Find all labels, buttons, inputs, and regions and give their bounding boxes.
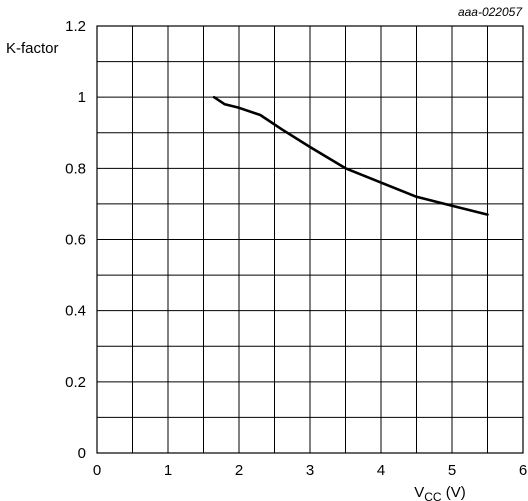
x-tick-label: 4 — [377, 462, 385, 479]
y-tick-label: 0 — [78, 445, 86, 462]
y-tick-label: 0.4 — [65, 303, 86, 320]
plot-frame — [96, 25, 524, 454]
x-tick-label: 6 — [519, 462, 527, 479]
y-axis-label: K-factor — [6, 40, 59, 57]
y-tick-label: 1 — [78, 89, 86, 106]
x-tick-label: 5 — [448, 462, 456, 479]
x-axis-label-main: V — [414, 484, 424, 501]
y-tick-label: 1.2 — [65, 18, 86, 35]
x-tick-label: 2 — [235, 462, 243, 479]
grid — [96, 25, 524, 454]
y-tick-labels: 0 0.2 0.4 0.6 0.8 1 1.2 — [65, 18, 86, 462]
x-axis-label-subscript: CC — [424, 490, 442, 501]
document-id: aaa-022057 — [458, 5, 523, 19]
x-tick-label: 1 — [164, 462, 172, 479]
x-tick-label: 0 — [93, 462, 101, 479]
series-group — [212, 95, 489, 216]
x-axis-label-unit: (V) — [442, 484, 466, 501]
x-tick-labels: 0 1 2 3 4 5 6 — [93, 462, 527, 479]
y-tick-label: 0.6 — [65, 232, 86, 249]
series-line — [212, 95, 489, 216]
x-axis-label: VCC (V) — [414, 484, 466, 501]
y-tick-label: 0.2 — [65, 374, 86, 391]
y-tick-label: 0.8 — [65, 160, 86, 177]
x-tick-label: 3 — [306, 462, 314, 479]
